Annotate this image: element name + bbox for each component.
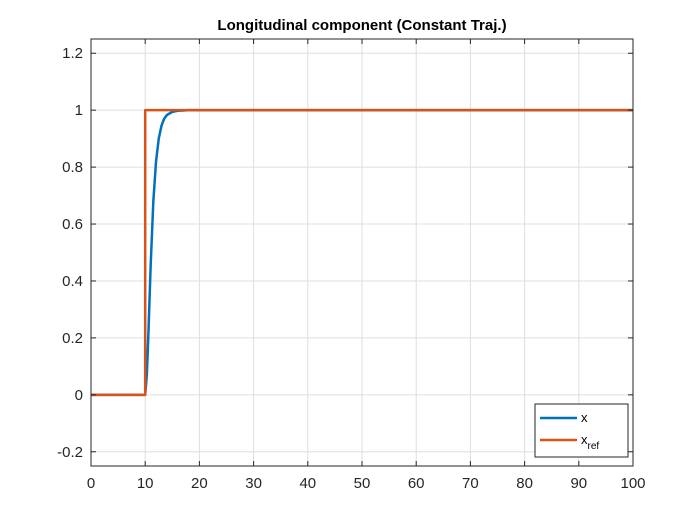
legend: x xref [534, 403, 629, 458]
x-tick-label: 30 [245, 475, 262, 492]
x-tick-label: 40 [299, 475, 316, 492]
y-tick-label: 0.6 [62, 216, 83, 233]
x-tick-label: 80 [516, 475, 533, 492]
y-tick-label: 0 [75, 387, 83, 404]
legend-label-x-ref-sub: ref [588, 441, 600, 452]
y-tick-label: 0.8 [62, 159, 83, 176]
x-tick-label: 50 [354, 475, 371, 492]
y-tick-label: 0.2 [62, 330, 83, 347]
legend-box [534, 403, 629, 458]
x-tick-label: 0 [87, 475, 95, 492]
y-tick-label: 1.2 [62, 45, 83, 62]
x-tick-label: 10 [137, 475, 154, 492]
x-tick-label: 20 [191, 475, 208, 492]
ticks: 0 10 20 30 40 50 60 70 80 90 100-0.200.20.40.60.81… [57, 39, 646, 492]
legend-label-x-ref: xref [581, 432, 599, 452]
legend-label-x: x [581, 410, 588, 425]
x-tick-label: 60 [408, 475, 425, 492]
y-tick-label: 1 [75, 102, 83, 119]
x-tick-label: 100 [620, 475, 645, 492]
y-tick-label: 0.4 [62, 273, 83, 290]
y-tick-label: -0.2 [57, 444, 83, 461]
legend-label-x-ref-main: x [581, 432, 588, 447]
chart-title: Longitudinal component (Constant Traj.) [217, 17, 506, 34]
series-line-x-ref [91, 108, 633, 397]
series-group [91, 108, 633, 397]
x-tick-label: 90 [570, 475, 587, 492]
x-tick-label: 70 [462, 475, 479, 492]
